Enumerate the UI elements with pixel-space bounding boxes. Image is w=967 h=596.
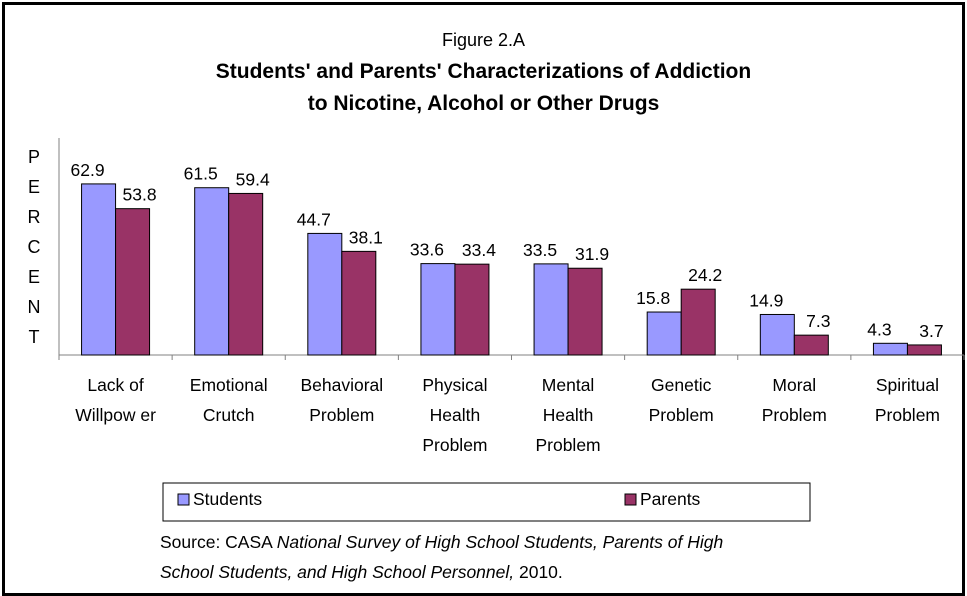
bar-parents (680, 288, 716, 356)
data-label-parents: 53.8 (123, 185, 157, 205)
bar-parents (228, 192, 264, 356)
x-tick-label: Problem (762, 405, 827, 425)
x-tick-label: Problem (649, 405, 714, 425)
x-tick-label: Problem (875, 405, 940, 425)
x-tick-label: Physical (422, 375, 487, 395)
source-line-2: School Students, and High School Personn… (160, 562, 563, 583)
data-label-parents: 3.7 (919, 321, 943, 341)
data-label-parents: 59.4 (236, 169, 270, 189)
x-tick-label: Problem (422, 435, 487, 455)
y-axis-label-letter: E (27, 177, 40, 197)
y-axis-label-letter: P (27, 147, 40, 167)
x-tick-label: Willpow er (75, 405, 156, 425)
data-label-students: 33.6 (410, 240, 444, 260)
data-label-parents: 7.3 (806, 311, 830, 331)
bar-students (307, 232, 343, 356)
x-tick-label: Health (543, 405, 594, 425)
legend-swatch-students (177, 493, 190, 506)
bar-students (194, 187, 230, 356)
y-axis-label-letter: E (27, 267, 40, 287)
data-label-parents: 24.2 (688, 265, 722, 285)
bar-students (81, 183, 117, 356)
bar-parents (906, 344, 942, 356)
legend-label-students: Students (193, 489, 262, 509)
data-label-students: 44.7 (297, 209, 331, 229)
data-label-students: 33.5 (523, 240, 557, 260)
bar-students (872, 342, 908, 356)
x-tick-label: Behavioral (300, 375, 383, 395)
legend-box (162, 482, 811, 522)
x-tick-label: Health (430, 405, 481, 425)
data-label-students: 15.8 (636, 288, 670, 308)
bar-students (646, 311, 682, 356)
x-tick-label: Crutch (203, 405, 255, 425)
chart-title-line-2: to Nicotine, Alcohol or Other Drugs (307, 92, 660, 115)
data-label-parents: 38.1 (349, 227, 383, 247)
bar-students (759, 313, 795, 356)
source-line-1: Source: CASA National Survey of High Sch… (160, 532, 723, 553)
data-label-students: 62.9 (71, 160, 105, 180)
source-italic-1: National Survey of High School Students,… (276, 532, 724, 552)
data-label-parents: 31.9 (575, 244, 609, 264)
y-axis-label-letter: C (27, 237, 41, 257)
data-label-parents: 33.4 (462, 240, 496, 260)
x-tick-label: Emotional (190, 375, 268, 395)
figure-label: Figure 2.A (441, 30, 526, 50)
bar-parents (115, 208, 151, 356)
legend-swatch-parents (624, 493, 637, 506)
bar-students (533, 263, 569, 356)
source-prefix: Source: CASA (160, 532, 277, 552)
x-tick-label: Problem (535, 435, 600, 455)
y-axis-label-letter: N (27, 297, 41, 317)
data-label-students: 14.9 (749, 290, 783, 310)
bar-parents (454, 263, 490, 356)
y-axis-label-letter: R (27, 207, 41, 227)
bar-parents (793, 334, 829, 356)
legend-label-parents: Parents (640, 489, 701, 509)
x-tick-label: Genetic (651, 375, 712, 395)
bar-parents (567, 267, 603, 356)
source-suffix: 2010. (514, 562, 563, 582)
data-label-students: 61.5 (184, 164, 218, 184)
x-tick-label: Mental (542, 375, 595, 395)
bar-parents (341, 250, 377, 356)
bar-students (420, 263, 456, 356)
x-tick-label: Moral (772, 375, 816, 395)
x-tick-label: Lack of (87, 375, 144, 395)
source-italic-2: School Students, and High School Personn… (160, 562, 515, 582)
x-tick-label: Problem (309, 405, 374, 425)
chart-title-line-1: Students' and Parents' Characterizations… (215, 60, 752, 83)
x-tick-label: Spiritual (876, 375, 939, 395)
y-axis-label-letter: T (28, 327, 40, 347)
data-label-students: 4.3 (867, 319, 891, 339)
